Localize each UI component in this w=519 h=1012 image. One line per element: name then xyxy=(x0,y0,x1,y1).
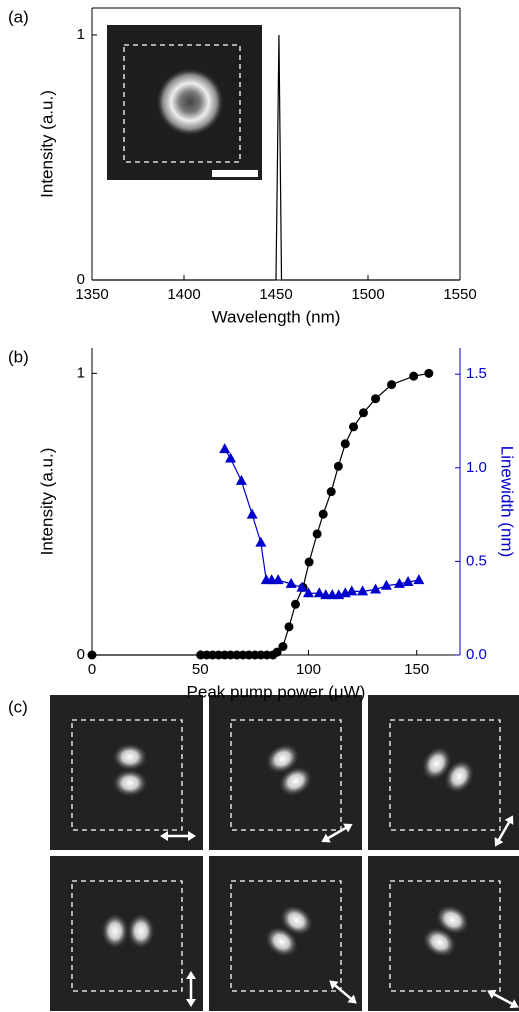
data-point xyxy=(296,581,308,592)
data-point xyxy=(413,574,425,585)
x-tick-label: 0 xyxy=(88,661,96,678)
data-point xyxy=(226,650,236,660)
data-point xyxy=(278,642,288,652)
series-line xyxy=(92,372,429,656)
data-point xyxy=(370,583,382,594)
data-point xyxy=(340,439,350,449)
data-point xyxy=(326,487,336,497)
data-point xyxy=(387,380,397,390)
x-tick-label: 1350 xyxy=(75,286,108,303)
data-point xyxy=(380,579,392,590)
data-point xyxy=(304,557,314,567)
data-point xyxy=(272,647,282,657)
y-tick-label: 0 xyxy=(77,271,85,288)
x-tick-label: 1400 xyxy=(167,286,200,303)
data-point xyxy=(87,650,97,660)
x-tick-label: 100 xyxy=(296,661,321,678)
data-point xyxy=(348,422,358,432)
data-point xyxy=(219,443,231,454)
data-point xyxy=(290,599,300,609)
inset-image xyxy=(107,25,262,180)
data-point xyxy=(313,587,325,598)
data-point xyxy=(272,574,284,585)
data-point xyxy=(285,577,297,588)
x-tick-label: 150 xyxy=(404,661,429,678)
data-point xyxy=(346,585,358,596)
panel-label: (b) xyxy=(8,347,29,366)
mode-images xyxy=(49,694,519,1012)
y2-axis-label: Linewidth (nm) xyxy=(498,446,517,558)
y2-tick-label: 0.5 xyxy=(466,552,487,569)
y-axis-label: Intensity (a.u.) xyxy=(37,448,56,556)
y-tick-label: 0 xyxy=(77,646,85,663)
series-line xyxy=(224,448,419,596)
data-point xyxy=(302,587,314,598)
y-tick-label: 1 xyxy=(77,364,85,381)
data-point xyxy=(225,452,237,463)
y-axis-label: Intensity (a.u.) xyxy=(37,90,56,198)
y2-tick-label: 1.5 xyxy=(466,365,487,382)
panel-label: (c) xyxy=(8,697,28,716)
data-point xyxy=(358,408,368,418)
data-point xyxy=(246,508,258,519)
data-point xyxy=(371,394,381,404)
x-tick-label: 50 xyxy=(192,661,209,678)
data-point xyxy=(402,575,414,586)
series-line xyxy=(92,34,460,281)
y2-tick-label: 1.0 xyxy=(466,459,487,476)
data-point xyxy=(357,585,369,596)
panel-label: (a) xyxy=(8,7,29,26)
data-point xyxy=(284,622,294,632)
data-point xyxy=(333,461,343,471)
data-point xyxy=(235,474,247,485)
x-tick-label: 1550 xyxy=(443,286,476,303)
y-tick-label: 1 xyxy=(77,26,85,43)
y2-tick-label: 0.0 xyxy=(466,646,487,663)
x-axis-label: Peak pump power (μW) xyxy=(187,682,366,701)
x-tick-label: 1450 xyxy=(259,286,292,303)
x-axis-label: Wavelength (nm) xyxy=(212,307,341,326)
data-point xyxy=(255,536,267,547)
data-point xyxy=(393,577,405,588)
data-point xyxy=(424,368,434,378)
data-point xyxy=(318,509,328,519)
data-point xyxy=(409,371,419,381)
x-tick-label: 1500 xyxy=(351,286,384,303)
data-point xyxy=(312,529,322,539)
